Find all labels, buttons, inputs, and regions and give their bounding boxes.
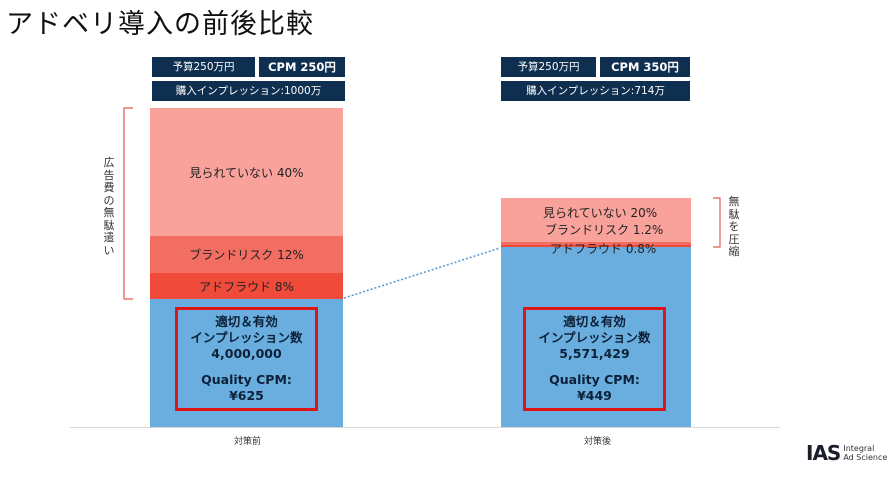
quality-box-line2-before: インプレッション数: [190, 330, 303, 345]
waste-annotation-left: 広告費の無駄遣い: [103, 156, 115, 257]
cpm-label-after: CPM 350円: [600, 57, 690, 77]
quality-summary-box-before: 適切＆有効 インプレッション数 4,000,000 Quality CPM: ¥…: [175, 307, 318, 411]
quality-summary-box-after: 適切＆有効 インプレッション数 5,571,429 Quality CPM: ¥…: [523, 307, 666, 411]
page-title: アドベリ導入の前後比較: [6, 9, 314, 40]
budget-label-before: 予算250万円: [152, 57, 255, 77]
waste-annotation-right: 無駄を圧縮: [728, 195, 740, 258]
waste-bracket-right: [713, 197, 721, 248]
impressions-label-after: 購入インプレッション:714万: [501, 81, 690, 101]
bar-segment-ad-fraud-before: アドフラウド 8%: [150, 273, 343, 299]
bar-segment-not-viewed-before: 見られていない 40%: [150, 108, 343, 236]
ias-logo-name: Integral Ad Science: [843, 444, 888, 462]
segment-label-ad-fraud-before: アドフラウド 8%: [199, 279, 294, 294]
bar-segment-quality-before: [150, 299, 343, 427]
bar-segment-quality-after: [501, 247, 691, 427]
waste-bracket-left: [123, 107, 133, 300]
segment-label-not-viewed-after: 見られていない 20%: [543, 206, 658, 220]
x-axis-baseline: [70, 427, 780, 428]
segment-label-brand-risk-before: ブランドリスク 12%: [189, 248, 304, 262]
quality-cpm-label-after: Quality CPM:: [549, 372, 640, 387]
segment-label-brand-risk-after: ブランドリスク 1.2%: [545, 223, 664, 237]
segment-label-not-viewed-before: 見られていない 40%: [189, 165, 304, 180]
quality-cpm-value-after: ¥449: [577, 388, 612, 403]
segment-label-ad-fraud-after: アドフラウド 0.8%: [550, 242, 657, 256]
quality-box-line1-after: 適切＆有効: [563, 314, 626, 329]
impressions-label-before: 購入インプレッション:1000万: [152, 81, 345, 101]
quality-cpm-value-before: ¥625: [229, 388, 264, 403]
ias-logo-mark: IAS: [806, 441, 841, 465]
quality-impression-count-before: 4,000,000: [211, 346, 282, 361]
quality-cpm-label-before: Quality CPM:: [201, 372, 292, 387]
ias-logo: IAS Integral Ad Science: [806, 441, 887, 465]
cpm-label-before: CPM 250円: [259, 57, 345, 77]
quality-box-line2-after: インプレッション数: [538, 330, 651, 345]
x-tick-label-before: 対策前: [234, 437, 262, 447]
quality-box-line1-before: 適切＆有効: [215, 314, 278, 329]
dotted-connector: [343, 247, 501, 299]
x-tick-label-after: 対策後: [584, 437, 612, 447]
bar-segment-brand-risk-after: [501, 242, 691, 245]
budget-label-after: 予算250万円: [501, 57, 596, 77]
bar-segment-ad-fraud-after: [501, 245, 691, 247]
bar-segment-not-viewed-after: [501, 198, 691, 242]
bar-segment-brand-risk-before: ブランドリスク 12%: [150, 236, 343, 273]
quality-impression-count-after: 5,571,429: [559, 346, 630, 361]
